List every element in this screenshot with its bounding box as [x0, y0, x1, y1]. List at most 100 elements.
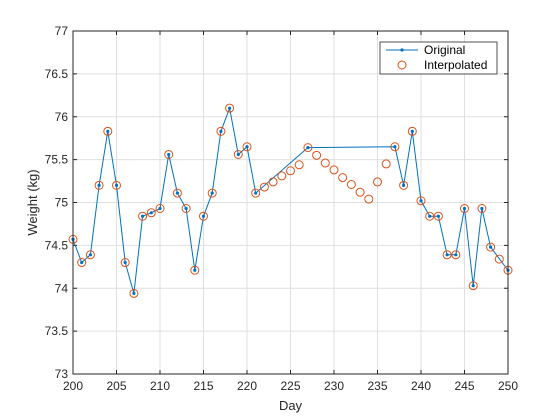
interpolated-point: [216, 126, 226, 136]
interpolated-point: [286, 166, 295, 176]
original-point: [254, 191, 258, 195]
x-tick-label: 215: [193, 379, 213, 393]
interpolated-point: [494, 254, 504, 264]
x-tick-label: 230: [324, 379, 344, 393]
interpolated-point: [146, 208, 156, 218]
legend-interpolated-label: Interpolated: [424, 58, 487, 72]
interpolated-point: [259, 182, 269, 192]
y-tick-labels: 73 73.5 74 74.5 75 75.5 76 76.5 77: [45, 24, 69, 381]
original-point: [106, 129, 110, 133]
original-point: [454, 253, 458, 257]
interpolated-point: [416, 196, 426, 206]
original-point: [201, 214, 206, 218]
original-point: [245, 145, 249, 149]
interpolated-point: [320, 158, 330, 168]
original-point: [123, 260, 127, 265]
y-tick-label: 77: [55, 24, 69, 38]
interpolated-point: [190, 265, 200, 275]
interpolated-point: [251, 188, 261, 198]
interpolated-point: [468, 281, 478, 291]
original-point: [167, 152, 171, 157]
original-point: [80, 260, 84, 265]
interpolated-point: [355, 187, 365, 197]
interpolated-point: [277, 171, 287, 181]
interpolated-point: [303, 143, 313, 153]
interpolated-point: [138, 211, 148, 221]
interpolated-point: [294, 160, 304, 170]
original-point: [219, 129, 223, 133]
plot-border: [72, 30, 509, 375]
x-axis-label: Day: [279, 398, 303, 413]
x-tick-label: 245: [454, 379, 474, 393]
interpolated-point: [268, 177, 278, 187]
interpolated-point: [181, 204, 191, 214]
interpolated-point: [460, 204, 469, 214]
interpolated-point: [129, 288, 139, 298]
original-point: [436, 214, 440, 218]
original-point: [462, 206, 467, 211]
interpolated-point: [207, 188, 217, 198]
original-point: [132, 291, 136, 295]
interpolated-point: [233, 149, 243, 159]
original-point: [158, 206, 162, 211]
original-point: [236, 152, 240, 157]
interpolated-point: [85, 250, 95, 260]
x-tick-labels: 200 205 210 215 220 225 230 235 240 245 250: [63, 379, 518, 393]
interpolated-point: [225, 103, 235, 113]
original-point: [193, 268, 197, 272]
interpolated-point: [486, 242, 496, 252]
original-point: [114, 183, 119, 187]
interpolated-point: [451, 250, 461, 260]
interpolated-point: [120, 258, 130, 268]
legend-original-marker: [400, 48, 404, 52]
original-point: [175, 191, 179, 195]
original-point: [184, 206, 188, 211]
original-point: [88, 253, 92, 257]
x-tick-label: 205: [106, 379, 126, 393]
legend: Original Interpolated: [379, 41, 498, 75]
y-tick-label: 76.5: [45, 67, 69, 81]
x-tick-label: 210: [150, 379, 170, 393]
interpolated-point: [425, 211, 435, 221]
legend-interpolated-marker: [397, 60, 407, 70]
interpolated-point: [103, 126, 113, 136]
series-layer: [68, 103, 513, 298]
legend-original-label: Original: [424, 43, 465, 57]
interpolated-point: [94, 180, 104, 190]
interpolated-point: [407, 126, 417, 136]
original-point: [402, 183, 406, 187]
original-point: [306, 146, 310, 150]
y-tick-label: 73.5: [45, 324, 69, 338]
original-point: [471, 284, 475, 288]
y-tick-label: 74: [55, 281, 69, 295]
interpolated-point: [381, 159, 391, 169]
original-point: [97, 183, 101, 187]
interpolated-point: [155, 204, 165, 214]
interpolated-point: [399, 180, 409, 190]
original-point: [228, 106, 232, 110]
interpolated-point: [312, 150, 322, 160]
interpolated-point: [242, 142, 252, 152]
x-tick-label: 200: [63, 379, 83, 393]
original-point: [419, 199, 423, 203]
interpolated-point: [172, 188, 182, 198]
original-point: [149, 211, 153, 215]
interpolated-point: [164, 149, 174, 159]
interpolated-point: [338, 173, 348, 183]
original-point: [480, 206, 484, 211]
original-point: [428, 214, 432, 218]
interpolated-point: [390, 142, 400, 152]
x-tick-label: 235: [367, 379, 387, 393]
interpolated-point: [442, 250, 452, 260]
y-tick-label: 76: [55, 110, 69, 124]
y-tick-label: 73: [55, 367, 69, 381]
x-tick-label: 240: [411, 379, 431, 393]
original-point: [141, 214, 145, 218]
interpolated-point: [477, 204, 487, 214]
x-tick-label: 250: [498, 379, 518, 393]
interpolated-point: [433, 211, 443, 221]
interpolated-point: [346, 179, 356, 189]
interpolated-point: [364, 194, 374, 204]
interpolated-point: [77, 258, 87, 268]
